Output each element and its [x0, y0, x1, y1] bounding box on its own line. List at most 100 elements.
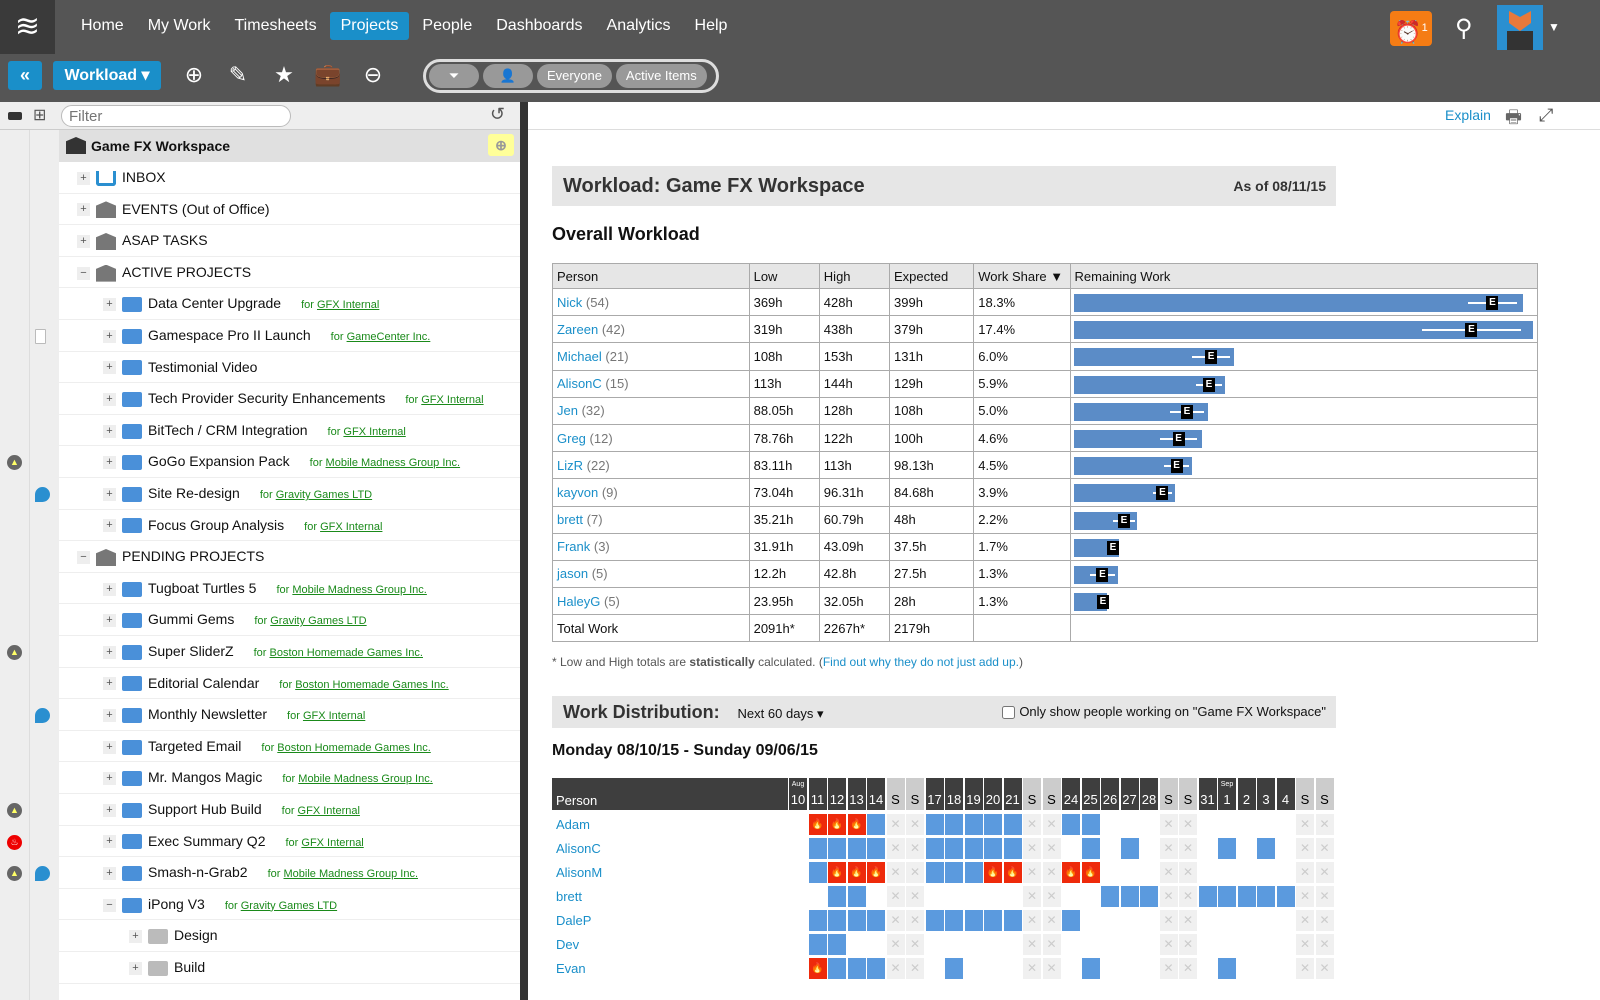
tree-row[interactable]: + Data Center Upgrade for GFX Internal: [59, 288, 520, 320]
view-selector-button[interactable]: Workload ▾: [53, 61, 161, 90]
overloaded-fire-cell[interactable]: 🔥: [847, 814, 866, 835]
nav-analytics[interactable]: Analytics: [606, 17, 671, 34]
scheduled-cell[interactable]: [867, 814, 885, 835]
scheduled-cell[interactable]: [808, 862, 827, 883]
scheduled-cell[interactable]: [1257, 838, 1275, 859]
client-link[interactable]: GFX Internal: [316, 299, 380, 312]
overloaded-fire-cell[interactable]: 🔥: [867, 862, 885, 883]
expand-icon[interactable]: +: [103, 361, 116, 375]
find-out-why-link[interactable]: Find out why they do not just add up.: [822, 655, 1019, 669]
scheduled-cell[interactable]: [1101, 886, 1119, 907]
tree-row[interactable]: + Testimonial Video: [59, 352, 520, 384]
tree-row[interactable]: + Mr. Mangos Magic for Mobile Madness Grou…: [59, 762, 520, 794]
only-show-checkbox-row[interactable]: Only show people working on "Game FX Wor…: [1002, 696, 1326, 728]
expand-icon[interactable]: +: [103, 614, 116, 628]
tree-row[interactable]: + Smash-n-Grab2 for Mobile Madness Group I…: [59, 857, 520, 889]
expand-icon[interactable]: +: [103, 835, 116, 849]
nav-people[interactable]: People: [422, 17, 473, 34]
tree-row[interactable]: + Tugboat Turtles 5 for Mobile Madness Gro…: [59, 573, 520, 605]
tree-row[interactable]: + Focus Group Analysis for GFX Internal: [59, 510, 520, 542]
overloaded-fire-cell[interactable]: 🔥: [847, 862, 866, 883]
tree-row[interactable]: + Editorial Calendar for Boston Homemade G…: [59, 668, 520, 700]
user-avatar[interactable]: [1497, 5, 1543, 50]
add-filter-funnel-icon[interactable]: ⏷: [429, 64, 479, 88]
comment-icon[interactable]: [35, 866, 50, 882]
fullscreen-icon[interactable]: ⤢: [1539, 105, 1554, 125]
scheduled-cell[interactable]: [828, 910, 846, 931]
scheduled-cell[interactable]: [1120, 886, 1139, 907]
person-link[interactable]: AlisonC: [556, 841, 601, 856]
scheduled-cell[interactable]: [867, 958, 885, 979]
person-link[interactable]: brett: [557, 512, 584, 528]
client-link[interactable]: Gravity Games LTD: [275, 489, 373, 501]
everyone-filter-button[interactable]: Everyone: [537, 64, 612, 88]
scheduled-cell[interactable]: [945, 958, 963, 979]
expand-icon[interactable]: +: [103, 582, 116, 596]
nav-projects[interactable]: Projects: [329, 12, 410, 40]
tree-row[interactable]: − iPong V3 for Gravity Games LTD: [59, 889, 520, 921]
nav-dashboards[interactable]: Dashboards: [496, 17, 583, 34]
active-items-filter-button[interactable]: Active Items: [615, 64, 707, 88]
client-link[interactable]: Mobile Madness Group Inc.: [298, 773, 433, 786]
warning-icon[interactable]: ▲: [7, 645, 22, 660]
scheduled-cell[interactable]: [964, 838, 983, 859]
scheduled-cell[interactable]: [1276, 886, 1295, 907]
scheduled-cell[interactable]: [828, 838, 846, 859]
person-link[interactable]: Greg: [557, 430, 586, 446]
warning-icon[interactable]: ▲: [7, 455, 22, 471]
client-link[interactable]: Gravity Games LTD: [240, 899, 338, 912]
scheduled-cell[interactable]: [1003, 838, 1022, 859]
search-icon[interactable]: ⚲: [1455, 15, 1473, 42]
scheduled-cell[interactable]: [1257, 886, 1275, 907]
expand-icon[interactable]: +: [103, 329, 116, 343]
scheduled-cell[interactable]: [1120, 838, 1139, 859]
scheduled-cell[interactable]: [847, 910, 866, 931]
scheduled-cell[interactable]: [945, 838, 963, 859]
overloaded-fire-cell[interactable]: 🔥: [1081, 862, 1100, 883]
scheduled-cell[interactable]: [925, 814, 944, 835]
tree-row[interactable]: + BitTech / CRM Integration for GFX Intern…: [59, 415, 520, 447]
workspace-row[interactable]: Game FX Workspace ⊕: [59, 130, 520, 162]
scheduled-cell[interactable]: [1062, 910, 1080, 931]
only-show-checkbox[interactable]: [1002, 706, 1016, 720]
nav-home[interactable]: Home: [81, 17, 124, 34]
scheduled-cell[interactable]: [1218, 886, 1236, 907]
scheduled-cell[interactable]: [925, 862, 944, 883]
expand-icon[interactable]: +: [103, 519, 116, 533]
scheduled-cell[interactable]: [1198, 886, 1217, 907]
overloaded-fire-cell[interactable]: 🔥: [808, 958, 827, 979]
person-link[interactable]: Nick: [557, 294, 583, 310]
expand-icon[interactable]: +: [77, 234, 90, 248]
print-icon[interactable]: 🖶: [1505, 107, 1522, 127]
comment-icon[interactable]: [35, 708, 50, 724]
scheduled-cell[interactable]: [847, 958, 866, 979]
scheduled-cell[interactable]: [847, 886, 866, 907]
client-link[interactable]: Boston Homemade Games Inc.: [269, 647, 423, 659]
explain-link[interactable]: Explain: [1445, 107, 1491, 123]
scheduled-cell[interactable]: [964, 862, 983, 883]
tree-row[interactable]: + Super SliderZ for Boston Homemade Games …: [59, 636, 520, 668]
person-link[interactable]: HaleyG: [557, 593, 601, 609]
expand-icon[interactable]: +: [77, 203, 90, 217]
client-link[interactable]: Boston Homemade Games Inc.: [277, 741, 431, 754]
scheduled-cell[interactable]: [984, 910, 1002, 931]
overloaded-fire-cell[interactable]: 🔥: [828, 814, 846, 835]
overloaded-fire-cell[interactable]: 🔥: [808, 814, 827, 835]
scheduled-cell[interactable]: [945, 862, 963, 883]
scheduled-cell[interactable]: [1003, 910, 1022, 931]
scheduled-cell[interactable]: [828, 886, 846, 907]
scheduled-cell[interactable]: [1081, 958, 1100, 979]
warning-icon[interactable]: ▲: [7, 866, 22, 882]
app-logo-menu[interactable]: ≋: [0, 0, 55, 54]
tree-row[interactable]: + EVENTS (Out of Office): [59, 194, 520, 226]
pencil-edit-icon[interactable]: ✎: [228, 62, 248, 87]
scheduled-cell[interactable]: [1140, 886, 1158, 907]
tree-row[interactable]: + Build: [59, 952, 520, 984]
scheduled-cell[interactable]: [808, 838, 827, 859]
tree-row[interactable]: + Targeted Email for Boston Homemade Games…: [59, 731, 520, 763]
client-link[interactable]: GFX Internal: [343, 425, 406, 438]
collapse-panel-button[interactable]: «: [8, 61, 42, 90]
scheduled-cell[interactable]: [1003, 814, 1022, 835]
range-dropdown[interactable]: Next 60 days ▾: [737, 706, 824, 721]
overloaded-fire-cell[interactable]: 🔥: [1003, 862, 1022, 883]
